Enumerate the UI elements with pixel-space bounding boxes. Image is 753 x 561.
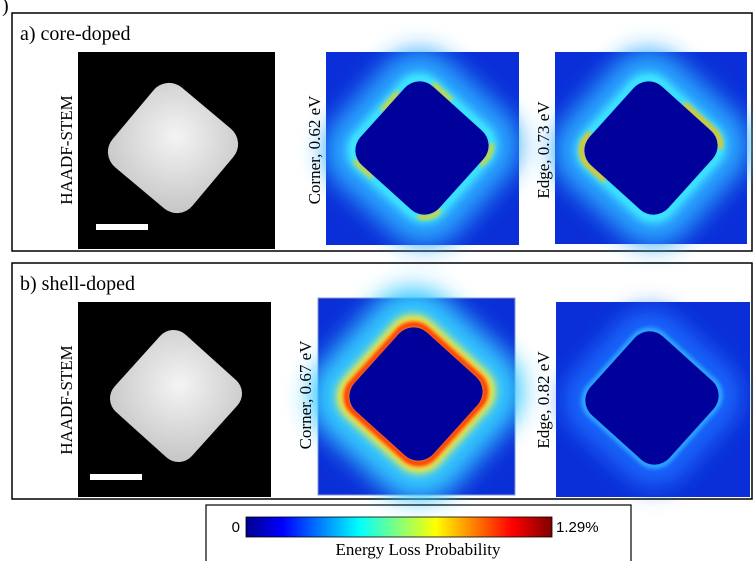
image-label: Corner, 0.67 eV (296, 340, 315, 450)
panel-label: b) shell-doped (20, 273, 135, 295)
image-label: Edge, 0.73 eV (534, 101, 553, 199)
eels-map (324, 50, 520, 246)
panel-label: a) core-doped (20, 23, 131, 45)
image-label: Edge, 0.82 eV (534, 351, 553, 449)
eels-map (553, 50, 749, 246)
colorbar-frame (205, 504, 632, 561)
colorbar-title: Energy Loss Probability (336, 540, 501, 559)
colorbar (245, 516, 553, 538)
colorbar-max: 1.29% (556, 519, 599, 536)
scale-bar (96, 224, 148, 230)
haadf-image (78, 302, 271, 497)
haadf-image (78, 52, 275, 249)
panel-frame (11, 12, 753, 252)
eels-map (556, 302, 750, 497)
image-label: HAADF-STEM (57, 95, 76, 205)
figure-label: ) (2, 0, 9, 17)
image-label: Corner, 0.62 eV (305, 95, 324, 205)
eels-map (309, 287, 523, 501)
panel-frame (11, 262, 753, 500)
image-label: HAADF-STEM (57, 345, 76, 455)
scale-bar (90, 474, 142, 480)
colorbar-min: 0 (232, 519, 240, 536)
